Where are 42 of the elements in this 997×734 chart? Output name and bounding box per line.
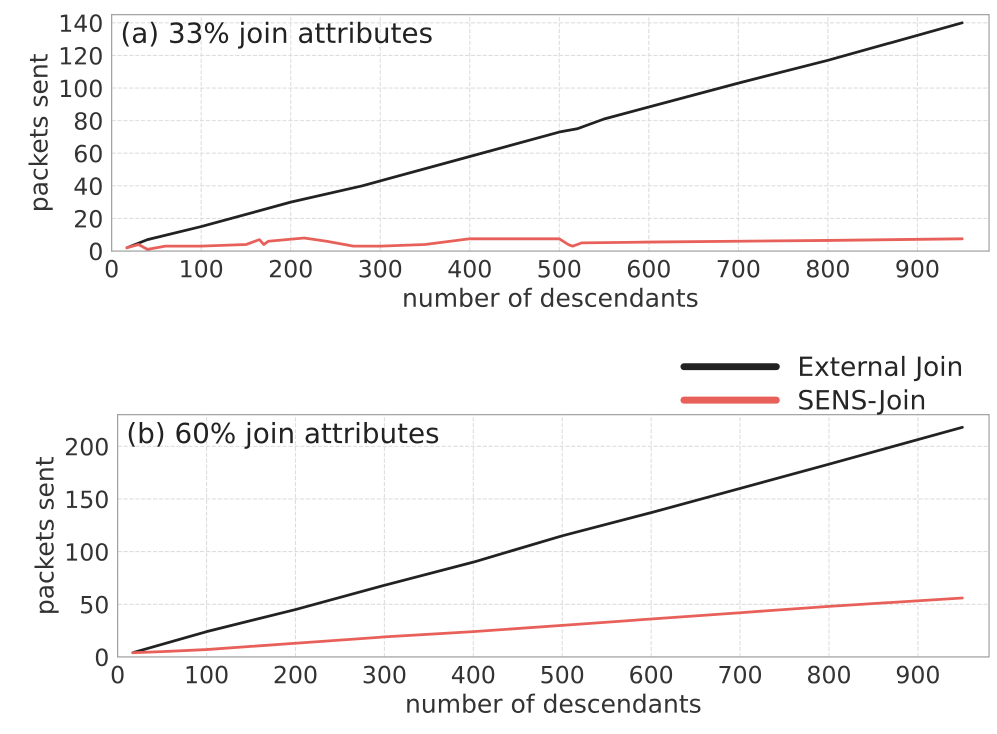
y-tick-label: 0 xyxy=(96,648,108,666)
x-tick-label: 500 xyxy=(538,260,580,278)
x-axis-title: number of descendants xyxy=(407,694,700,714)
x-tick-label: 700 xyxy=(718,260,760,278)
chart-title: (b) 60% join attributes xyxy=(128,422,438,449)
x-tick-label: 800 xyxy=(808,666,850,684)
x-tick-label: 100 xyxy=(186,666,228,684)
x-tick-label: 300 xyxy=(360,260,402,278)
y-tick-label: 60 xyxy=(74,144,102,163)
chart-title: (a) 33% join attributes xyxy=(122,22,432,49)
x-tick-label: 700 xyxy=(719,666,762,684)
x-tick-label: 600 xyxy=(628,260,670,278)
y-tick-label: 140 xyxy=(60,14,102,32)
legend-label: External Join xyxy=(800,356,962,382)
y-axis-title: packets sent xyxy=(34,457,59,613)
y-tick-label: 0 xyxy=(90,242,102,260)
line-series xyxy=(125,236,964,251)
line-series xyxy=(131,596,964,654)
y-tick-label: 50 xyxy=(81,596,108,614)
legend-label: SENS-Join xyxy=(799,389,924,415)
x-tick-label: 200 xyxy=(274,666,316,684)
x-tick-label: 800 xyxy=(806,260,849,278)
x-tick-label: 300 xyxy=(364,666,406,684)
y-tick-label: 120 xyxy=(60,46,102,65)
x-tick-label: 400 xyxy=(452,666,494,684)
x-tick-label: 500 xyxy=(542,666,584,684)
y-tick-label: 100 xyxy=(60,79,102,98)
x-tick-label: 900 xyxy=(896,260,938,278)
y-axis-title: packets sent xyxy=(28,54,53,210)
x-tick-label: 200 xyxy=(270,260,312,278)
y-tick-label: 20 xyxy=(75,210,102,228)
y-tick-label: 100 xyxy=(66,543,108,561)
y-tick-label: 200 xyxy=(66,438,108,456)
x-axis-title: number of descendants xyxy=(404,288,698,308)
y-tick-label: 150 xyxy=(66,490,108,508)
x-tick-label: 900 xyxy=(896,666,939,684)
x-tick-label: 600 xyxy=(630,666,672,684)
x-tick-label: 400 xyxy=(448,260,491,278)
x-tick-label: 0 xyxy=(112,666,124,684)
x-tick-label: 100 xyxy=(181,260,222,278)
y-tick-label: 80 xyxy=(74,112,102,130)
y-tick-label: 40 xyxy=(74,177,102,196)
